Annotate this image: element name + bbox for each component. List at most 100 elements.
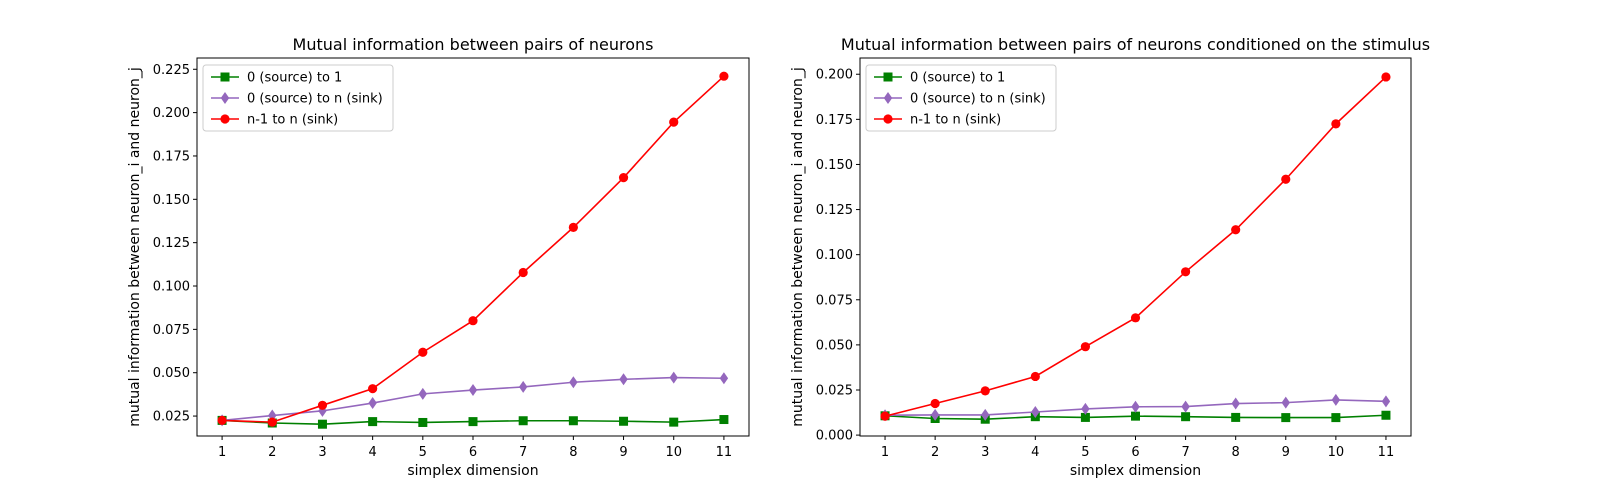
data-point (1231, 225, 1241, 235)
legend-marker (883, 72, 893, 82)
y-tick-label: 0.025 (816, 383, 853, 398)
data-point (930, 398, 940, 409)
legend-label: 0 (source) to n (sink) (247, 92, 383, 107)
y-tick-label: 0.125 (153, 236, 190, 251)
data-point (619, 373, 628, 386)
data-point (1131, 400, 1140, 413)
data-point (518, 380, 528, 393)
x-tick-label: 8 (569, 445, 577, 460)
data-point (1081, 402, 1090, 415)
data-point (569, 376, 578, 389)
data-point (468, 384, 478, 397)
x-tick-label: 11 (716, 445, 733, 460)
chart-panel-2: Mutual information between pairs of neur… (790, 35, 1430, 479)
data-point (669, 117, 679, 127)
legend-box (865, 64, 1057, 132)
data-point (1281, 396, 1290, 409)
y-axis-label: mutual information between neuron_i and … (127, 67, 143, 427)
data-point (1231, 397, 1240, 410)
y-axis-label: mutual information between neuron_i and … (790, 67, 806, 427)
y-tick-label: 0.100 (816, 248, 853, 263)
y-tick-label: 0.200 (153, 106, 190, 121)
data-point (518, 267, 528, 278)
data-point (1381, 72, 1391, 82)
data-point (518, 416, 528, 426)
chart-title: Mutual information between pairs of neur… (293, 35, 654, 54)
y-tick-label: 0.175 (816, 113, 853, 128)
data-point (568, 416, 578, 426)
y-tick-label: 0.125 (816, 203, 853, 218)
data-point (719, 372, 729, 385)
data-point (1281, 174, 1291, 184)
legend-marker (220, 72, 230, 82)
data-point (1080, 412, 1090, 422)
data-point (1331, 119, 1341, 129)
y-tick-label: 0.025 (153, 410, 190, 425)
x-tick-label: 5 (1081, 445, 1089, 460)
data-point (468, 417, 478, 427)
data-point (1130, 313, 1141, 323)
legend-label: 0 (source) to 1 (910, 71, 1005, 86)
data-point (619, 416, 629, 426)
y-tick-label: 0.050 (816, 338, 853, 353)
data-point (1381, 410, 1391, 420)
data-point (468, 316, 478, 326)
data-point (368, 397, 377, 410)
x-tick-label: 5 (419, 445, 427, 460)
legend-marker (220, 92, 230, 104)
y-tick-label: 0.150 (153, 193, 190, 208)
chart-title: Mutual information between pairs of neur… (841, 35, 1430, 54)
x-tick-label: 2 (931, 445, 939, 460)
legend-marker (883, 92, 893, 104)
x-tick-label: 6 (469, 445, 477, 460)
y-tick-label: 0.075 (816, 293, 853, 308)
x-tick-label: 11 (1378, 445, 1395, 460)
chart-panel-1: Mutual information between pairs of neur… (127, 35, 750, 479)
series-3 (217, 71, 729, 427)
data-point (880, 411, 890, 421)
data-point (719, 71, 729, 81)
data-point (719, 415, 729, 425)
y-tick-label: 0.175 (153, 149, 190, 164)
y-tick-label: 0.225 (153, 63, 190, 78)
y-tick-label: 0.200 (816, 68, 853, 83)
y-tick-label: 0.100 (153, 280, 190, 295)
x-tick-label: 10 (665, 445, 682, 460)
data-point (368, 417, 378, 427)
data-point (1080, 342, 1091, 352)
data-point (317, 419, 327, 429)
x-tick-label: 9 (1282, 445, 1290, 460)
data-point (1281, 413, 1291, 423)
data-point (669, 371, 678, 384)
x-axis-label: simplex dimension (1070, 463, 1201, 479)
x-tick-label: 7 (519, 445, 527, 460)
series-2 (880, 393, 1391, 422)
x-tick-label: 3 (318, 445, 326, 460)
y-tick-label: 0.075 (153, 323, 190, 338)
legend: 0 (source) to 1 0 (source) to n (sink) n-1… (202, 64, 394, 132)
data-point (1181, 412, 1191, 422)
y-tick-label: 0.150 (816, 158, 853, 173)
data-point (568, 222, 578, 233)
series-3 (880, 72, 1391, 421)
data-point (1331, 393, 1341, 406)
x-axis-label: simplex dimension (407, 463, 538, 479)
data-point (981, 408, 990, 421)
data-point (1181, 400, 1190, 413)
data-point (317, 400, 328, 410)
data-point (980, 386, 990, 396)
legend-label: n-1 to n (sink) (247, 113, 338, 128)
series-1 (217, 415, 729, 429)
legend-marker (883, 114, 893, 124)
y-tick-label: 0.050 (153, 366, 190, 381)
legend-label: 0 (source) to n (sink) (910, 92, 1046, 107)
data-point (1231, 412, 1241, 422)
data-point (1381, 395, 1391, 408)
data-point (418, 347, 428, 357)
data-point (217, 415, 227, 425)
y-tick-label: 0.000 (816, 429, 853, 444)
data-point (930, 408, 940, 421)
x-tick-label: 2 (268, 445, 276, 460)
